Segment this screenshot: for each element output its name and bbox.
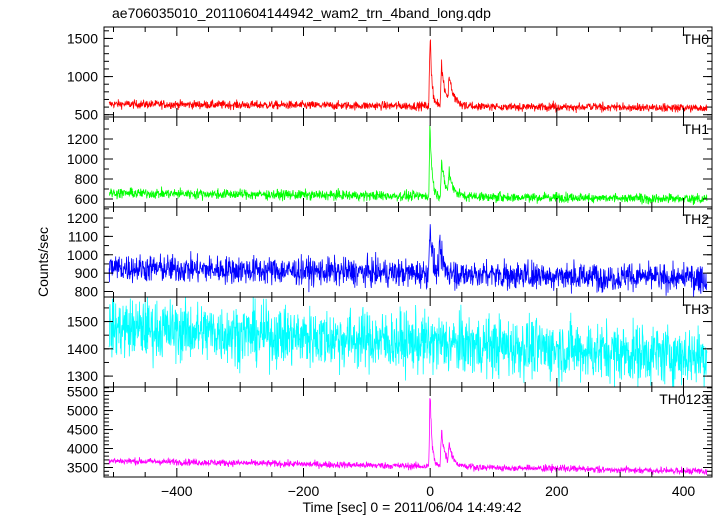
y-tick-label: 4000	[67, 441, 98, 457]
y-tick-label: 800	[75, 171, 99, 187]
panel-label-th0: TH0	[683, 31, 710, 47]
x-tick-label: −200	[288, 483, 320, 499]
y-tick-label: 4500	[67, 422, 98, 438]
x-axis-label: Time [sec] 0 = 2011/06/04 14:49:42	[302, 499, 521, 515]
y-tick-label: 1300	[67, 368, 98, 384]
y-tick-label: 1000	[67, 247, 98, 263]
panels-group: 500 1000 1500 TH0 600 800 1000 1200 TH1 800 900 100…	[67, 26, 713, 499]
y-tick-label: 600	[75, 191, 99, 207]
panel-th2: 800 900 1000 1100 1200 TH2	[67, 206, 713, 299]
panel-label-th1: TH1	[683, 121, 710, 137]
y-tick-label: 900	[75, 265, 99, 281]
series-line-th0	[108, 39, 708, 114]
y-tick-label: 3500	[67, 460, 98, 476]
y-tick-label: 1000	[67, 69, 98, 85]
series-line-th0123	[108, 398, 708, 476]
panel-th0: 500 1000 1500 TH0	[67, 26, 713, 123]
panel-frame	[103, 386, 713, 478]
y-tick-label: 1500	[67, 314, 98, 330]
series-line-th1	[109, 125, 708, 206]
x-tick-label: −400	[161, 483, 193, 499]
y-tick-label: 1400	[67, 341, 98, 357]
y-tick-label: 500	[75, 107, 99, 123]
y-tick-label: 1500	[67, 30, 98, 46]
series-line-th3	[108, 297, 708, 387]
series-line-th2	[108, 224, 708, 297]
panel-frame	[103, 116, 713, 208]
panel-label-th2: TH2	[683, 211, 710, 227]
panel-th0123: 3500 4000 4500 5000 5500 TH0123	[67, 384, 713, 478]
y-axis-label: Counts/sec	[35, 227, 51, 297]
x-tick-label: 200	[545, 483, 569, 499]
panel-th3: 1300 1400 1500 TH3	[67, 296, 713, 388]
y-tick-label: 800	[75, 283, 99, 299]
y-tick-label: 1200	[67, 210, 98, 226]
panel-label-th0123: TH0123	[659, 391, 709, 407]
y-tick-label: 1200	[67, 131, 98, 147]
x-tick-label: 400	[672, 483, 696, 499]
panel-label-th3: TH3	[683, 301, 710, 317]
y-tick-label: 5500	[67, 384, 98, 400]
x-tick-label: 0	[426, 483, 434, 499]
y-tick-label: 1100	[68, 228, 98, 244]
y-tick-label: 1000	[67, 151, 98, 167]
chart-title: ae706035010_20110604144942_wam2_trn_4ban…	[112, 5, 491, 21]
y-tick-label: 5000	[67, 403, 98, 419]
panel-th1: 600 800 1000 1200 TH1	[67, 116, 713, 208]
